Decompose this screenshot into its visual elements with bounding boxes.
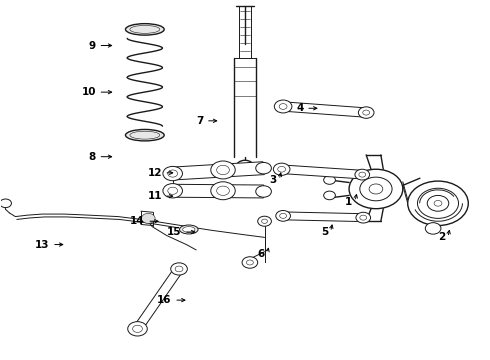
Circle shape [242, 257, 258, 268]
Text: 2: 2 [438, 232, 445, 242]
Circle shape [355, 169, 369, 180]
Circle shape [163, 166, 182, 181]
Circle shape [0, 199, 11, 208]
Circle shape [356, 212, 370, 223]
Circle shape [434, 201, 442, 206]
Circle shape [211, 161, 235, 179]
Text: 8: 8 [89, 152, 96, 162]
Circle shape [408, 181, 468, 226]
Polygon shape [172, 184, 264, 198]
Circle shape [258, 216, 271, 226]
Circle shape [256, 162, 271, 174]
Circle shape [349, 169, 403, 209]
Circle shape [142, 213, 155, 224]
Text: 9: 9 [89, 41, 96, 50]
Circle shape [171, 263, 187, 275]
Text: 10: 10 [81, 87, 96, 97]
Circle shape [163, 184, 182, 198]
Ellipse shape [125, 130, 164, 141]
Circle shape [262, 219, 268, 224]
Circle shape [324, 191, 335, 200]
Text: 13: 13 [35, 239, 49, 249]
Circle shape [363, 110, 369, 115]
Circle shape [360, 215, 367, 220]
Text: 15: 15 [167, 227, 181, 237]
Text: 7: 7 [196, 116, 203, 126]
Circle shape [324, 176, 335, 184]
Circle shape [425, 223, 441, 234]
Polygon shape [133, 267, 183, 330]
Circle shape [211, 182, 235, 200]
Circle shape [236, 160, 254, 173]
Circle shape [274, 100, 292, 113]
Circle shape [360, 177, 392, 201]
Circle shape [417, 188, 459, 219]
Text: 14: 14 [130, 216, 145, 226]
Ellipse shape [183, 226, 195, 232]
Circle shape [358, 107, 374, 118]
Circle shape [427, 195, 449, 211]
Circle shape [278, 166, 286, 172]
Circle shape [168, 187, 177, 194]
Circle shape [168, 170, 177, 177]
Circle shape [217, 186, 229, 195]
Circle shape [246, 260, 253, 265]
Circle shape [369, 184, 383, 194]
Circle shape [133, 325, 143, 332]
Ellipse shape [179, 225, 198, 234]
Polygon shape [281, 165, 363, 179]
Text: 4: 4 [296, 103, 304, 113]
Ellipse shape [130, 131, 160, 139]
Ellipse shape [125, 24, 164, 35]
Circle shape [359, 172, 366, 177]
Circle shape [280, 213, 287, 219]
Text: 1: 1 [345, 197, 352, 207]
Polygon shape [282, 102, 367, 117]
Circle shape [241, 164, 249, 170]
Circle shape [175, 266, 183, 272]
Circle shape [256, 186, 271, 197]
Circle shape [273, 163, 290, 175]
Ellipse shape [130, 26, 160, 33]
Text: 12: 12 [147, 168, 162, 178]
Circle shape [128, 321, 147, 336]
Text: 3: 3 [270, 175, 277, 185]
Text: 5: 5 [321, 227, 328, 237]
Polygon shape [283, 212, 364, 222]
Polygon shape [172, 162, 264, 180]
Text: 6: 6 [257, 248, 265, 258]
Text: 11: 11 [147, 191, 162, 201]
Text: 16: 16 [157, 295, 171, 305]
Circle shape [217, 165, 229, 175]
Circle shape [279, 104, 287, 109]
Circle shape [276, 211, 291, 221]
